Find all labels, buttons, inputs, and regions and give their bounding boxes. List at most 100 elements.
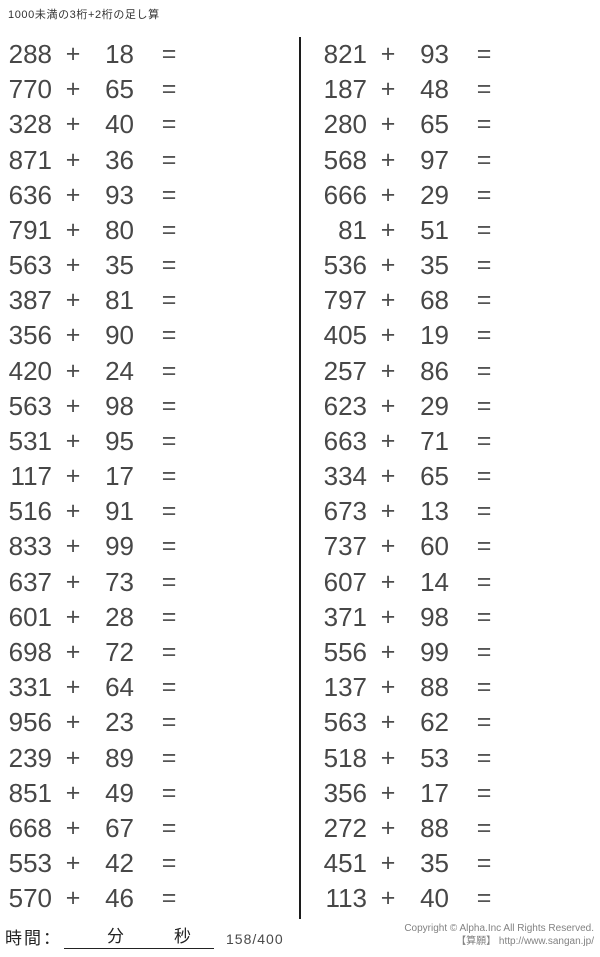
addend-1: 770 bbox=[8, 74, 52, 105]
problem-row: 531 +95 = bbox=[0, 424, 298, 459]
addend-2: 67 bbox=[105, 812, 134, 843]
problem-row: 851 +49 = bbox=[0, 776, 298, 811]
problem-row: 833 +99 = bbox=[0, 529, 298, 564]
equals-sign: = bbox=[476, 110, 492, 139]
addend-2: 17 bbox=[420, 777, 449, 808]
plus-sign: + bbox=[65, 884, 81, 913]
addend-1: 663 bbox=[323, 425, 367, 456]
problem-row: 331 +64 = bbox=[0, 670, 298, 705]
equals-sign: = bbox=[161, 215, 177, 244]
plus-sign: + bbox=[65, 426, 81, 455]
addend-2: 35 bbox=[420, 848, 449, 879]
addend-1: 637 bbox=[8, 566, 52, 597]
plus-sign: + bbox=[65, 215, 81, 244]
addend-2: 95 bbox=[105, 425, 134, 456]
page-indicator: 158/400 bbox=[226, 931, 284, 947]
addend-2: 88 bbox=[420, 672, 449, 703]
addend-1: 334 bbox=[323, 461, 367, 492]
plus-sign: + bbox=[380, 567, 396, 596]
plus-sign: + bbox=[65, 462, 81, 491]
problem-row: 563 +35 = bbox=[0, 248, 298, 283]
addend-1: 371 bbox=[323, 601, 367, 632]
plus-sign: + bbox=[65, 40, 81, 69]
addend-2: 28 bbox=[105, 601, 134, 632]
column-divider bbox=[299, 37, 301, 919]
plus-sign: + bbox=[380, 180, 396, 209]
addend-2: 48 bbox=[420, 74, 449, 105]
addend-2: 88 bbox=[420, 812, 449, 843]
equals-sign: = bbox=[161, 743, 177, 772]
problem-row: 405 +19 = bbox=[301, 318, 599, 353]
plus-sign: + bbox=[380, 884, 396, 913]
equals-sign: = bbox=[161, 813, 177, 842]
addend-1: 871 bbox=[8, 144, 52, 175]
problem-row: 623 +29 = bbox=[301, 389, 599, 424]
plus-sign: + bbox=[65, 75, 81, 104]
equals-sign: = bbox=[161, 602, 177, 631]
addend-1: 737 bbox=[323, 531, 367, 562]
equals-sign: = bbox=[161, 532, 177, 561]
addend-2: 24 bbox=[105, 355, 134, 386]
addend-1: 563 bbox=[8, 390, 52, 421]
addend-1: 239 bbox=[8, 742, 52, 773]
addend-1: 280 bbox=[323, 109, 367, 140]
equals-sign: = bbox=[476, 40, 492, 69]
problem-row: 821 +93 = bbox=[301, 37, 599, 72]
equals-sign: = bbox=[476, 215, 492, 244]
addend-1: 137 bbox=[323, 672, 367, 703]
plus-sign: + bbox=[380, 40, 396, 69]
problem-row: 607 +14 = bbox=[301, 565, 599, 600]
equals-sign: = bbox=[476, 813, 492, 842]
equals-sign: = bbox=[476, 145, 492, 174]
equals-sign: = bbox=[161, 849, 177, 878]
addend-1: 556 bbox=[323, 637, 367, 667]
equals-sign: = bbox=[161, 497, 177, 526]
addend-2: 65 bbox=[420, 461, 449, 492]
problem-row: 636 +93 = bbox=[0, 178, 298, 213]
addend-1: 553 bbox=[8, 848, 52, 879]
equals-sign: = bbox=[476, 321, 492, 350]
addend-1: 405 bbox=[323, 320, 367, 351]
problems-column-right: 821 +93 = 187 +48 = 280 +65 = 568 +97 = 666 +29 = 81 +51… bbox=[301, 37, 599, 917]
plus-sign: + bbox=[380, 321, 396, 350]
addend-1: 187 bbox=[323, 74, 367, 105]
addend-2: 60 bbox=[420, 531, 449, 562]
copyright-line2: 【算願】 http://www.sangan.jp/ bbox=[456, 936, 594, 947]
addend-2: 40 bbox=[420, 883, 449, 914]
plus-sign: + bbox=[65, 778, 81, 807]
problem-row: 871 +36 = bbox=[0, 143, 298, 178]
addend-1: 568 bbox=[323, 144, 367, 175]
plus-sign: + bbox=[65, 708, 81, 737]
problem-row: 668 +67 = bbox=[0, 811, 298, 846]
addend-1: 113 bbox=[325, 883, 367, 914]
time-label: 時間： bbox=[5, 929, 62, 948]
addend-1: 607 bbox=[323, 566, 367, 597]
equals-sign: = bbox=[476, 251, 492, 280]
problem-row: 371 +98 = bbox=[301, 600, 599, 635]
equals-sign: = bbox=[161, 567, 177, 596]
equals-sign: = bbox=[161, 286, 177, 315]
problem-row: 663 +71 = bbox=[301, 424, 599, 459]
addend-2: 65 bbox=[420, 109, 449, 140]
addend-2: 35 bbox=[105, 250, 134, 281]
plus-sign: + bbox=[380, 356, 396, 385]
plus-sign: + bbox=[380, 497, 396, 526]
page-title: 1000未満の3桁+2桁の足し算 bbox=[8, 9, 160, 21]
plus-sign: + bbox=[380, 602, 396, 631]
addend-2: 97 bbox=[420, 144, 449, 175]
addend-2: 93 bbox=[105, 179, 134, 210]
plus-sign: + bbox=[65, 673, 81, 702]
addend-1: 833 bbox=[8, 531, 52, 562]
addend-1: 563 bbox=[8, 250, 52, 281]
equals-sign: = bbox=[161, 110, 177, 139]
problem-row: 334 +65 = bbox=[301, 459, 599, 494]
addend-2: 68 bbox=[420, 285, 449, 316]
problem-row: 187 +48 = bbox=[301, 72, 599, 107]
plus-sign: + bbox=[380, 286, 396, 315]
addend-1: 666 bbox=[323, 179, 367, 210]
addend-2: 42 bbox=[105, 848, 134, 879]
problem-row: 666 +29 = bbox=[301, 178, 599, 213]
equals-sign: = bbox=[476, 708, 492, 737]
plus-sign: + bbox=[380, 743, 396, 772]
addend-1: 257 bbox=[323, 355, 367, 386]
